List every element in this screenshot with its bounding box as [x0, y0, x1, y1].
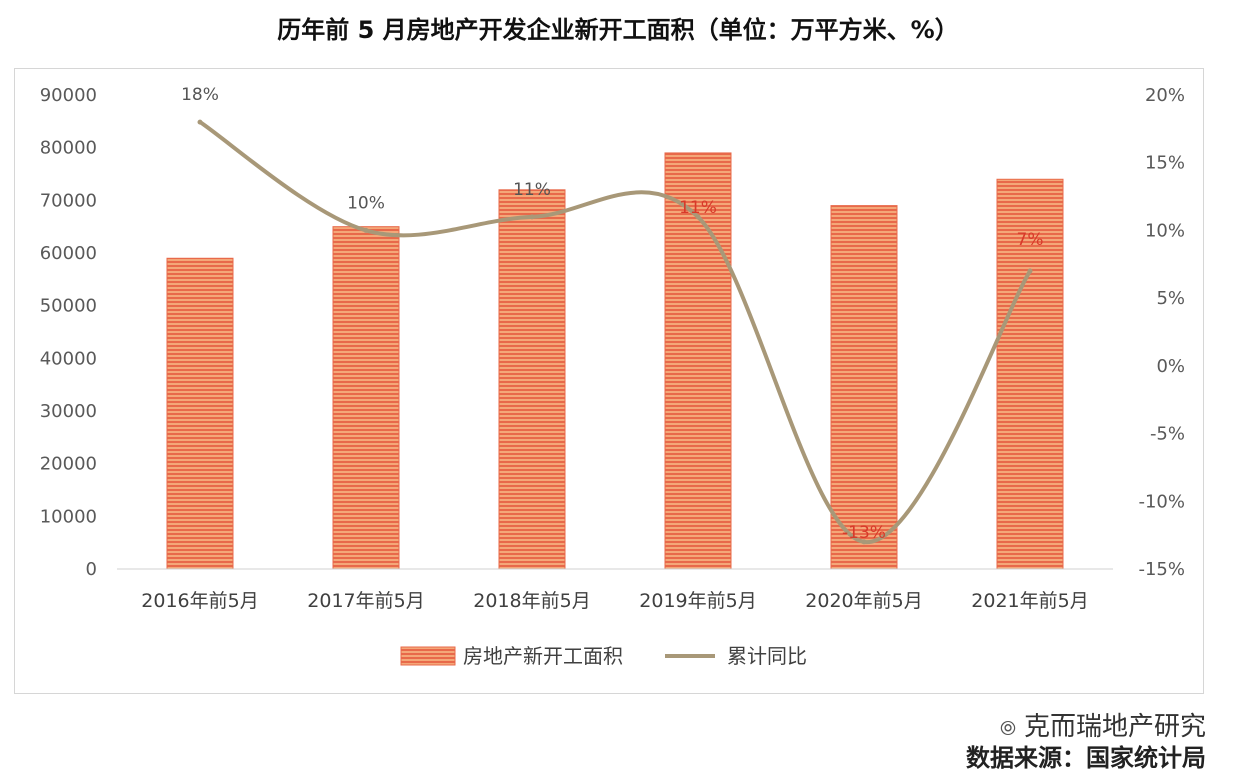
- watermark: ⦾ 克而瑞地产研究 数据来源：国家统计局: [966, 712, 1206, 773]
- left-tick-label: 80000: [40, 138, 97, 159]
- right-tick-label: 15%: [1145, 153, 1185, 174]
- data-label-1: 10%: [347, 193, 385, 213]
- right-tick-label: -10%: [1138, 491, 1185, 512]
- bar-2: [498, 189, 566, 570]
- legend-swatch-bar: [400, 646, 456, 666]
- line-point-4: [861, 539, 867, 545]
- category-label-2: 2018年前5月: [473, 590, 590, 612]
- category-label-1: 2017年前5月: [307, 590, 424, 612]
- data-label-3: 11%: [679, 198, 717, 218]
- bar-4: [830, 205, 898, 570]
- series-line-yoy: [198, 120, 1032, 544]
- wechat-icon: ⦾: [999, 716, 1016, 740]
- right-tick-label: 0%: [1156, 356, 1185, 377]
- line-point-1: [363, 227, 369, 233]
- legend-label-line: 累计同比: [727, 644, 807, 668]
- bar-1: [332, 226, 400, 570]
- right-tick-label: 20%: [1145, 85, 1185, 106]
- left-tick-label: 50000: [40, 296, 97, 317]
- line-point-3: [695, 214, 701, 220]
- right-tick-label: 10%: [1145, 220, 1185, 241]
- left-tick-label: 70000: [40, 190, 97, 211]
- right-tick-label: -15%: [1138, 559, 1185, 580]
- watermark-line1: 克而瑞地产研究: [1023, 712, 1206, 742]
- data-label-2: 11%: [513, 180, 551, 200]
- data-label-4: -13%: [842, 523, 886, 543]
- right-tick-label: 5%: [1156, 288, 1185, 309]
- right-tick-label: -5%: [1150, 424, 1185, 445]
- data-label-0: 18%: [181, 85, 219, 105]
- category-label-4: 2020年前5月: [805, 590, 922, 612]
- chart-frame: 0 10000 20000 30000 40000 50000 60000 70000 8000…: [14, 68, 1204, 694]
- page-title: 历年前 5 月房地产开发企业新开工面积（单位：万平方米、%）: [277, 16, 959, 44]
- line-point-0: [197, 119, 203, 125]
- bar-0: [166, 257, 234, 570]
- category-label-3: 2019年前5月: [639, 590, 756, 612]
- data-label-5: 7%: [1017, 230, 1044, 250]
- bar-3: [664, 152, 732, 570]
- left-tick-label: 0: [86, 559, 97, 580]
- left-tick-label: 40000: [40, 348, 97, 369]
- line-point-5: [1027, 268, 1033, 274]
- watermark-line2: 数据来源：国家统计局: [966, 744, 1206, 772]
- left-tick-label: 60000: [40, 243, 97, 264]
- legend-label-bar: 房地产新开工面积: [463, 644, 623, 668]
- left-tick-label: 10000: [40, 506, 97, 527]
- category-label-5: 2021年前5月: [971, 590, 1088, 612]
- left-tick-label: 30000: [40, 401, 97, 422]
- left-tick-label: 20000: [40, 454, 97, 475]
- bar-5: [996, 178, 1064, 570]
- combo-chart: 0 10000 20000 30000 40000 50000 60000 70000 8000…: [40, 85, 1185, 668]
- category-label-0: 2016年前5月: [141, 590, 258, 612]
- left-tick-label: 90000: [40, 85, 97, 106]
- line-point-2: [529, 214, 535, 220]
